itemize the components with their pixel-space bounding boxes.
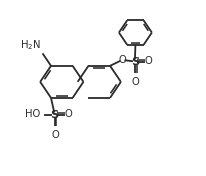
Text: O: O <box>145 56 152 66</box>
Text: S: S <box>50 110 59 120</box>
Text: O: O <box>118 55 126 65</box>
Text: S: S <box>131 57 139 67</box>
Text: O: O <box>51 130 59 140</box>
Text: HO: HO <box>25 109 41 119</box>
Text: H$_2$N: H$_2$N <box>20 38 41 52</box>
Text: O: O <box>131 77 139 87</box>
Text: O: O <box>64 109 72 119</box>
